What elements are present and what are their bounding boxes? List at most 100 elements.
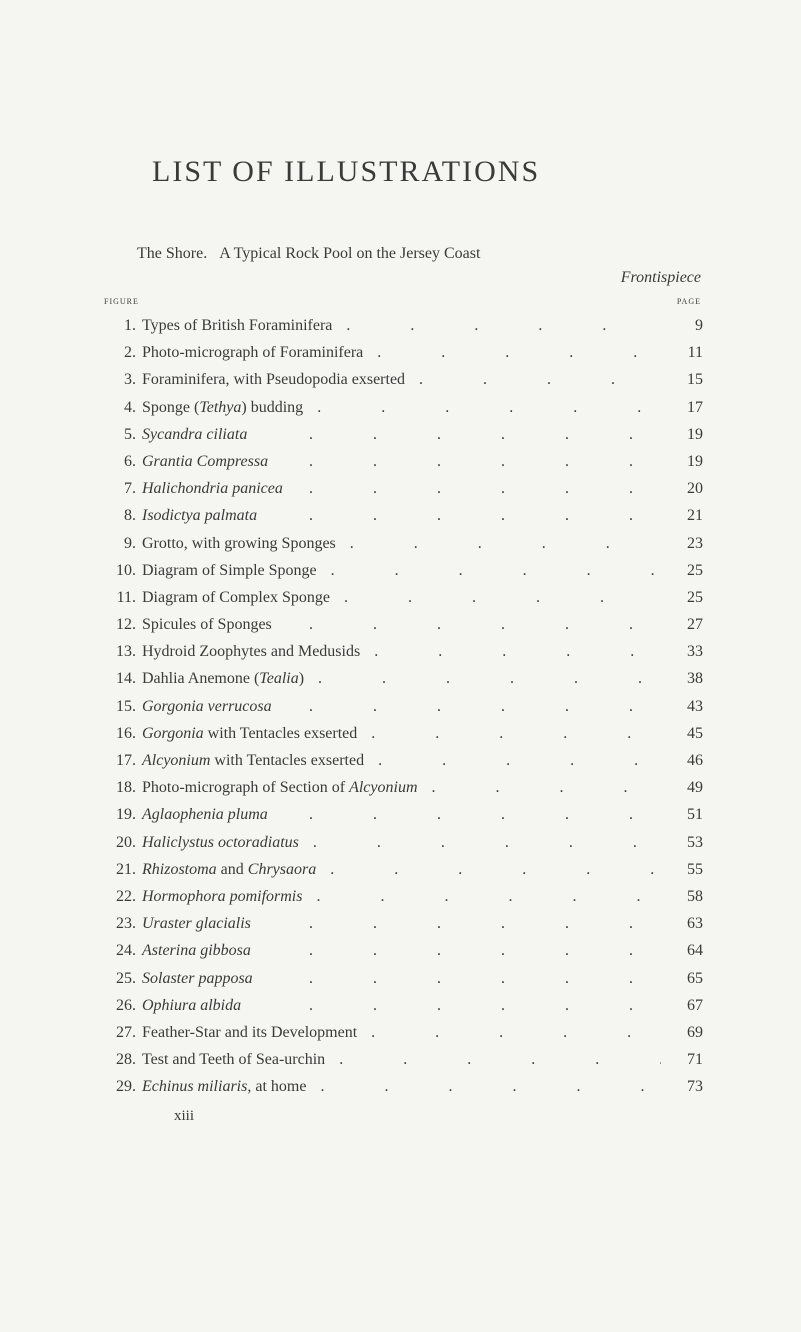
entry-title: Foraminifera, with Pseudopodia exserted — [142, 366, 413, 393]
entry-page: 27 — [661, 611, 703, 638]
leader-dots: . . . . . . — [261, 965, 661, 992]
leader-dots: . . . . . . — [344, 530, 661, 557]
list-item: 1. Types of British Foraminifera. . . . … — [102, 312, 709, 339]
entry-page: 19 — [661, 421, 703, 448]
entry-title: Photo-micrograph of Foraminifera — [142, 339, 371, 366]
leader-dots: . . . . . . — [276, 801, 661, 828]
entry-num-dot: . — [132, 965, 142, 992]
list-item: 20. Haliclystus octoradiatus. . . . . .5… — [102, 829, 709, 856]
list-item: 12. Spicules of Sponges. . . . . .27 — [102, 611, 709, 638]
entry-num-dot: . — [132, 611, 142, 638]
leader-dots: . . . . . . — [311, 394, 661, 421]
entry-title: Alcyonium with Tentacles exserted — [142, 747, 372, 774]
list-item: 2. Photo-micrograph of Foraminifera. . .… — [102, 339, 709, 366]
entry-title: Gorgonia verrucosa — [142, 693, 280, 720]
entry-number: 1 — [102, 312, 132, 339]
list-item: 7. Halichondria panicea. . . . . .20 — [102, 475, 709, 502]
entry-number: 14 — [102, 665, 132, 692]
entry-page: 46 — [661, 747, 703, 774]
entry-title: Uraster glacialis — [142, 910, 259, 937]
entry-title: Grantia Compressa — [142, 448, 276, 475]
entry-number: 9 — [102, 530, 132, 557]
entry-number: 29 — [102, 1073, 132, 1100]
entry-number: 11 — [102, 584, 132, 611]
leader-dots: . . . . . . — [372, 747, 661, 774]
list-item: 11. Diagram of Complex Sponge. . . . . .… — [102, 584, 709, 611]
entry-num-dot: . — [132, 829, 142, 856]
leader-dots: . . . . . . — [365, 1019, 661, 1046]
entry-page: 64 — [661, 937, 703, 964]
entry-number: 15 — [102, 693, 132, 720]
list-item: 24. Asterina gibbosa. . . . . .64 — [102, 937, 709, 964]
entry-title: Asterina gibbosa — [142, 937, 259, 964]
entry-page: 51 — [661, 801, 703, 828]
entry-title: Test and Teeth of Sea-urchin — [142, 1046, 333, 1073]
entry-page: 19 — [661, 448, 703, 475]
list-item: 17. Alcyonium with Tentacles exserted. .… — [102, 747, 709, 774]
shore-prefix: The Shore. — [137, 245, 207, 262]
leader-dots: . . . . . . — [249, 992, 661, 1019]
list-item: 18. Photo-micrograph of Section of Alcyo… — [102, 774, 709, 801]
entry-number: 7 — [102, 475, 132, 502]
entry-title: Halichondria panicea — [142, 475, 291, 502]
list-item: 23. Uraster glacialis. . . . . .63 — [102, 910, 709, 937]
list-item: 9. Grotto, with growing Sponges. . . . .… — [102, 530, 709, 557]
entry-num-dot: . — [132, 910, 142, 937]
leader-dots: . . . . . . — [259, 910, 661, 937]
page-number-roman: xiii — [174, 1108, 709, 1125]
entry-page: 23 — [661, 530, 703, 557]
entry-number: 3 — [102, 366, 132, 393]
entry-page: 43 — [661, 693, 703, 720]
entry-num-dot: . — [132, 774, 142, 801]
list-item: 16. Gorgonia with Tentacles exserted. . … — [102, 720, 709, 747]
entry-title: Feather-Star and its Development — [142, 1019, 365, 1046]
entry-title: Solaster papposa — [142, 965, 261, 992]
entry-title: Photo-micrograph of Section of Alcyonium — [142, 774, 426, 801]
leader-dots: . . . . . . — [365, 720, 661, 747]
entry-number: 19 — [102, 801, 132, 828]
entry-page: 65 — [661, 965, 703, 992]
entry-num-dot: . — [132, 720, 142, 747]
entry-page: 58 — [661, 883, 703, 910]
leader-dots: . . . . . . — [312, 665, 661, 692]
shore-rest: A Typical Rock Pool on the Jersey Coast — [219, 245, 480, 262]
list-item: 21. Rhizostoma and Chrysaora. . . . . .5… — [102, 856, 709, 883]
entry-page: 38 — [661, 665, 703, 692]
entry-number: 8 — [102, 502, 132, 529]
entry-page: 21 — [661, 502, 703, 529]
entry-title: Hormophora pomiformis — [142, 883, 310, 910]
entry-page: 11 — [661, 339, 703, 366]
entry-number: 6 — [102, 448, 132, 475]
entry-num-dot: . — [132, 502, 142, 529]
list-item: 10. Diagram of Simple Sponge. . . . . .2… — [102, 557, 709, 584]
entry-num-dot: . — [132, 801, 142, 828]
entry-page: 25 — [661, 584, 703, 611]
shore-caption: The Shore. A Typical Rock Pool on the Je… — [137, 245, 709, 263]
entry-page: 45 — [661, 720, 703, 747]
entry-page: 63 — [661, 910, 703, 937]
leader-dots: . . . . . . — [255, 421, 661, 448]
list-item: 8. Isodictya palmata. . . . . .21 — [102, 502, 709, 529]
leader-dots: . . . . . . — [325, 557, 661, 584]
entry-num-dot: . — [132, 638, 142, 665]
entry-num-dot: . — [132, 1019, 142, 1046]
entry-num-dot: . — [132, 665, 142, 692]
column-headers: figure page — [102, 293, 709, 308]
entry-page: 55 — [661, 856, 703, 883]
header-page: page — [677, 293, 701, 308]
entry-number: 5 — [102, 421, 132, 448]
entry-page: 71 — [661, 1046, 703, 1073]
list-item: 19. Aglaophenia pluma. . . . . .51 — [102, 801, 709, 828]
entry-title: Diagram of Complex Sponge — [142, 584, 338, 611]
entry-title: Rhizostoma and Chrysaora — [142, 856, 324, 883]
entry-title: Sycandra ciliata — [142, 421, 255, 448]
entry-page: 20 — [661, 475, 703, 502]
entry-title: Diagram of Simple Sponge — [142, 557, 325, 584]
entry-page: 33 — [661, 638, 703, 665]
entry-num-dot: . — [132, 883, 142, 910]
entry-title: Hydroid Zoophytes and Medusids — [142, 638, 368, 665]
entry-number: 10 — [102, 557, 132, 584]
entry-num-dot: . — [132, 448, 142, 475]
leader-dots: . . . . . . — [338, 584, 661, 611]
entry-num-dot: . — [132, 937, 142, 964]
